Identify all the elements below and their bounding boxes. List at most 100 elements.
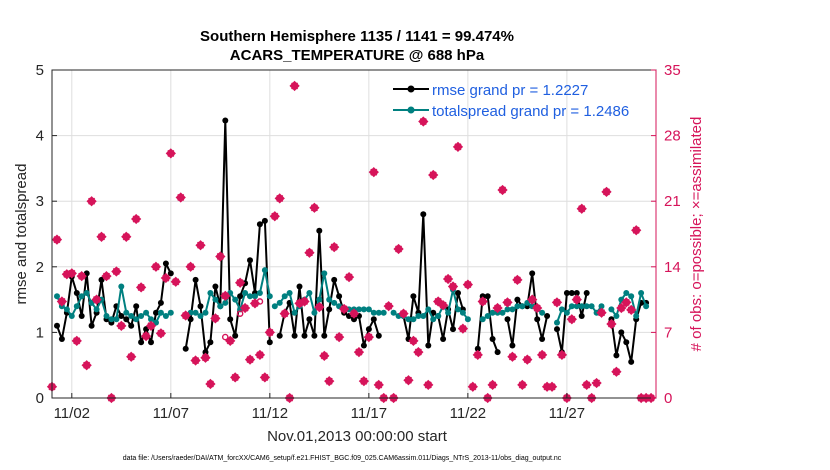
rmse-point [568,290,575,296]
spread-point [554,319,560,326]
y-axis-label-right: # of obs: o=possible; ×=assimilated [688,117,705,352]
spread-point [578,303,585,310]
rmse-point [514,296,521,303]
spread-point [83,290,90,296]
rmse-point [88,322,95,329]
obs-possible-marker [220,290,231,301]
chart-subtitle: ACARS_TEMPERATURE @ 688 hPa [230,47,485,64]
spread-point [360,306,367,313]
obs-possible-marker [170,276,181,287]
spread-point [445,309,452,316]
obs-possible-marker [403,375,414,386]
obs-possible-marker [472,349,483,361]
obs-possible-marker [631,225,642,236]
rmse-line [184,119,271,354]
obs-possible-marker [462,279,474,290]
obs-possible-marker [467,381,478,392]
rmse-point [583,290,590,296]
obs-possible-marker [116,320,127,331]
y-tick-label-left: 2 [36,259,44,276]
spread-point [261,267,268,274]
rmse-point [623,339,630,346]
obs-layer [46,80,657,404]
rmse-point [375,332,382,339]
rmse-point [182,345,189,352]
spread-point [167,309,174,316]
obs-possible-marker [244,354,256,365]
rmse-point [232,332,239,339]
spread-point [291,309,298,316]
spread-point [271,303,278,310]
obs-possible-marker [71,335,82,346]
spread-point [524,299,531,306]
spread-point [583,303,590,310]
legend-marker-rmse [407,85,415,93]
spread-point [306,290,313,296]
rmse-point [494,349,501,356]
rmse-point [192,276,199,283]
spread-point [499,309,506,316]
obs-possible-marker [502,297,513,308]
x-tick-label: 11/12 [252,405,288,422]
rmse-point [316,227,323,234]
rmse-point [153,309,159,316]
spread-point [222,299,229,306]
legend-label-rmse: rmse grand pr = 1.2227 [432,82,588,99]
obs-possible-marker [175,192,186,203]
x-tick-label: 11/07 [153,405,189,422]
spread-point [197,313,204,319]
obs-possible-marker [423,379,434,391]
obs-possible-marker [259,372,271,383]
spread-point [613,313,620,319]
rmse-point [143,326,150,333]
obs-possible-marker [234,277,246,288]
rmse-point [370,316,377,323]
rmse-point [331,276,338,283]
spread-point [73,303,80,310]
spread-point [108,316,115,323]
obs-possible-marker [205,378,216,390]
rmse-point [365,326,372,333]
rmse-point [425,342,432,349]
obs-possible-marker [195,240,206,251]
spread-point [123,309,130,316]
rmse-line [278,229,380,347]
obs-possible-marker [225,335,236,346]
spread-point [212,296,219,303]
obs-possible-marker [338,303,350,315]
y-tick-label-right: 28 [664,128,681,145]
obs-possible-marker [121,231,132,242]
spread-point [202,309,209,316]
obs-possible-marker [343,271,355,283]
spread-point [380,309,387,316]
spread-point [118,283,125,290]
rmse-point [474,345,481,352]
rmse-point [138,339,145,346]
y-tick-label-left: 5 [36,62,44,79]
spread-point [162,313,169,319]
spread-point [430,316,437,323]
obs-possible-marker [279,308,290,319]
obs-possible-marker [76,271,87,282]
obs-possible-marker [348,308,360,319]
rmse-line [476,295,499,353]
x-tick-label: 11/02 [54,405,90,422]
rmse-point [247,257,253,264]
obs-possible-marker [457,323,469,334]
obs-possible-marker [299,296,310,307]
obs-possible-marker [626,304,637,316]
rmse-point [578,313,585,319]
rmse-point [197,303,204,310]
obs-possible-marker [383,301,394,312]
spread-point [563,309,570,316]
spread-point [256,290,263,296]
spread-point [628,293,635,300]
rmse-point [336,293,343,300]
spread-point [356,306,362,313]
obs-possible-marker [150,261,162,272]
obs-possible-marker [437,300,449,311]
rmse-point [78,313,85,319]
spread-point [63,306,70,313]
obs-possible-marker [111,266,122,277]
